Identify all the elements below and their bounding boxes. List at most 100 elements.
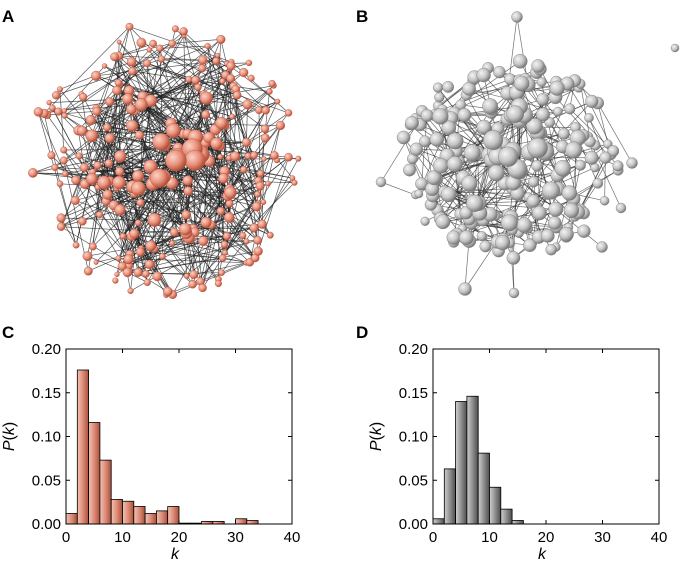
network-edge [150, 166, 258, 195]
chart-c-y-tick-label: 0.10 [32, 429, 61, 446]
chart-d-y-tick-label: 0.00 [399, 516, 428, 533]
network-node [79, 92, 88, 102]
network-node [461, 175, 478, 192]
network-node [123, 254, 134, 265]
network-node [253, 235, 263, 245]
network-node [143, 59, 152, 68]
network-node [59, 156, 68, 165]
network-node [476, 67, 491, 83]
network-node [261, 156, 267, 162]
network-node [239, 232, 247, 240]
chart-d-y-axis-label: P(k) [368, 422, 385, 451]
network-node [114, 271, 120, 278]
network-edge [106, 26, 130, 128]
network-node [457, 108, 472, 122]
network-node [75, 152, 83, 160]
network-node [396, 130, 411, 145]
network-node [102, 123, 111, 132]
network-node [90, 70, 101, 81]
network-node [194, 83, 202, 91]
chart-c-bar [122, 500, 135, 525]
network-node [274, 98, 281, 105]
network-node [548, 201, 564, 217]
network-node [169, 240, 176, 247]
network-node [179, 27, 188, 36]
network-node [188, 280, 197, 289]
network-node [463, 144, 481, 162]
network-node [198, 235, 209, 246]
network-edge [97, 165, 186, 230]
network-node [612, 160, 624, 172]
network-node [210, 137, 223, 150]
network-node [89, 242, 97, 251]
network-node [482, 98, 498, 115]
network-node [117, 261, 127, 271]
network-node [198, 283, 207, 293]
network-edge [544, 101, 593, 152]
network-node [127, 287, 134, 295]
network-edge [455, 150, 510, 223]
network-edge [159, 48, 266, 130]
network-node [536, 93, 550, 106]
network-node [189, 270, 199, 279]
network-a-nodes [28, 22, 302, 299]
network-edge [197, 87, 258, 195]
network-node [218, 172, 229, 184]
network-node [432, 157, 449, 174]
network-node [183, 273, 190, 279]
network-node [243, 238, 250, 245]
network-node [152, 133, 170, 151]
chart-c-y-tick-label: 0.20 [32, 341, 61, 358]
network-node [249, 223, 259, 233]
network-node [112, 85, 122, 96]
network-node [97, 175, 112, 190]
panel-letter-d: D [356, 323, 368, 342]
network-edge [59, 89, 65, 151]
network-node [549, 80, 565, 96]
network-edge [177, 157, 256, 259]
network-node [51, 163, 59, 172]
network-node [409, 142, 423, 157]
network-edge [140, 247, 250, 263]
chart-c-bar [65, 513, 78, 525]
network-node [584, 113, 594, 123]
network-edge [92, 90, 130, 173]
network-node [61, 170, 69, 178]
network-node [134, 219, 142, 227]
network-node [56, 213, 66, 223]
network-node [136, 198, 145, 207]
network-node [577, 224, 591, 238]
network-node [516, 217, 533, 233]
network-node [191, 75, 201, 85]
network-edge [177, 157, 188, 277]
network-node [218, 254, 227, 262]
chart-c-x-tick-label: 30 [227, 529, 244, 546]
network-edge [188, 237, 247, 242]
network-node [198, 64, 207, 73]
network-node [500, 214, 518, 232]
network-node [257, 219, 267, 229]
network-edge [60, 188, 139, 228]
network-edge [43, 26, 130, 114]
network-edge [96, 110, 193, 150]
network-node [458, 230, 474, 246]
network-node [251, 201, 262, 212]
network-node [247, 74, 255, 82]
network-node [218, 269, 225, 277]
network-node [82, 251, 93, 262]
network-node [33, 107, 44, 117]
network-node [523, 238, 537, 253]
network-edge [166, 262, 247, 296]
network-node [561, 185, 578, 201]
network-node [226, 74, 236, 83]
network-edge [146, 62, 289, 114]
network-edge [161, 58, 226, 76]
network-node [115, 255, 122, 262]
network-edge [146, 256, 163, 283]
network-node [230, 151, 241, 162]
network-node [130, 180, 146, 196]
network-node [147, 212, 162, 227]
network-node [508, 287, 520, 299]
network-node [146, 47, 153, 53]
